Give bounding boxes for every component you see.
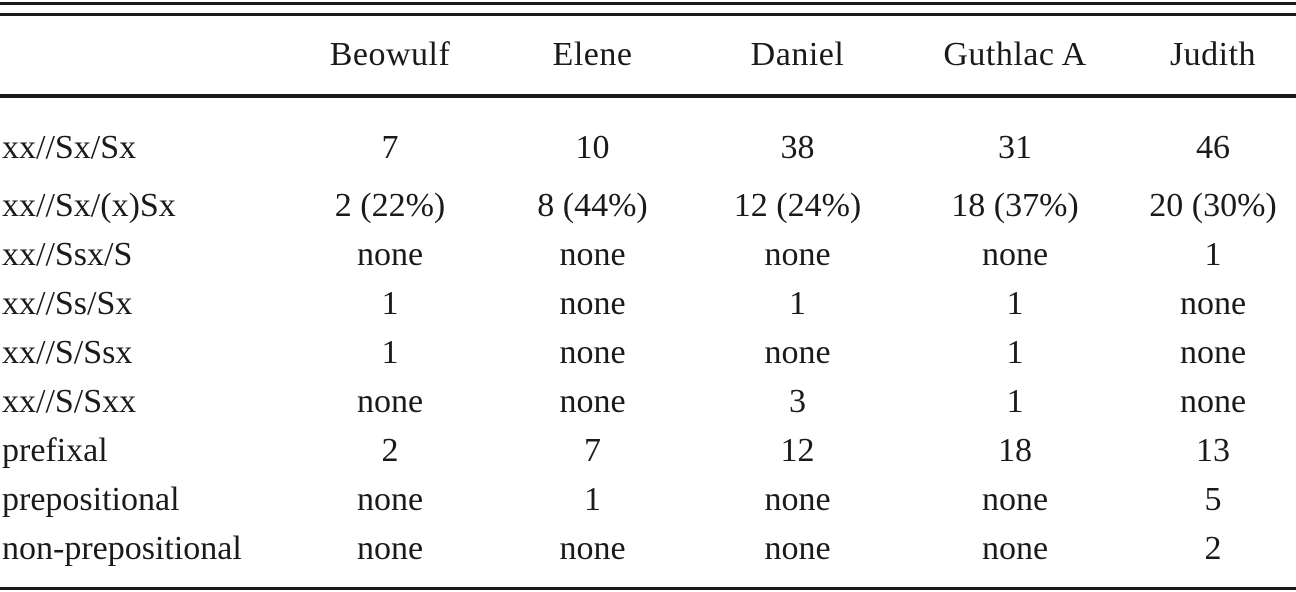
table-cell: none xyxy=(1179,382,1247,420)
top-double-rule xyxy=(0,2,1296,16)
table-header: Beowulf Elene Daniel Guthlac A Judith xyxy=(0,16,1296,98)
table-row: xx//Ss/Sx 1 none 1 1 none xyxy=(0,279,1296,328)
bottom-double-rule xyxy=(0,587,1296,592)
column-header-elene: Elene xyxy=(490,16,695,98)
column-header-judith: Judith xyxy=(1130,16,1296,98)
table-cell: none xyxy=(981,529,1049,567)
table-cell: none xyxy=(356,382,424,420)
table-cell: 31 xyxy=(998,129,1032,166)
row-label: xx//Sx/(x)Sx xyxy=(2,186,176,224)
table-cell: none xyxy=(981,480,1049,518)
table-cell: 12 (24%) xyxy=(733,186,862,224)
table-row: xx//Ssx/S none none none none 1 xyxy=(0,230,1296,279)
table-cell: 18 xyxy=(998,431,1032,469)
row-label: prefixal xyxy=(2,431,108,469)
table-cell: none xyxy=(764,529,831,567)
table-cell: none xyxy=(1179,333,1247,371)
header-row: Beowulf Elene Daniel Guthlac A Judith xyxy=(0,16,1296,98)
table-cell: 38 xyxy=(780,129,815,166)
table-cell: 7 xyxy=(584,431,601,469)
column-header-beowulf: Beowulf xyxy=(290,16,490,98)
row-label: xx//Ssx/S xyxy=(2,235,133,273)
verse-pattern-table: Beowulf Elene Daniel Guthlac A Judith xx… xyxy=(0,16,1296,573)
table-cell: none xyxy=(1179,284,1247,322)
table-cell: 1 xyxy=(584,480,601,518)
table-cell: 5 xyxy=(1204,480,1222,518)
table-cell: 1 xyxy=(1006,382,1024,420)
table-cell: none xyxy=(559,529,626,567)
table-cell: none xyxy=(764,235,831,273)
table-cell: none xyxy=(981,235,1049,273)
table-cell: 20 (30%) xyxy=(1149,186,1277,224)
table-cell: none xyxy=(559,333,626,371)
row-label: prepositional xyxy=(2,480,180,518)
table-cell: 2 (22%) xyxy=(334,186,446,224)
table-cell: 2 xyxy=(381,431,399,469)
table-cell: 18 (37%) xyxy=(951,186,1079,224)
table-cell: 10 xyxy=(575,129,610,166)
table-row: non-prepositional none none none none 2 xyxy=(0,524,1296,573)
table-cell: 46 xyxy=(1196,129,1230,166)
table-cell: none xyxy=(764,333,831,371)
table-cell: 2 xyxy=(1204,529,1222,567)
table-row: xx//Sx/Sx 7 10 38 31 46 xyxy=(0,96,1296,181)
table-cell: 1 xyxy=(381,284,399,322)
table-cell: none xyxy=(559,284,626,322)
table-cell: none xyxy=(356,529,424,567)
table-cell: 8 (44%) xyxy=(537,186,648,224)
table-cell: none xyxy=(559,382,626,420)
corner-cell xyxy=(0,16,290,98)
table-cell: none xyxy=(356,235,424,273)
table-cell: none xyxy=(559,235,626,273)
table-cell: 1 xyxy=(789,284,806,322)
table-cell: none xyxy=(356,480,424,518)
row-label: xx//S/Sxx xyxy=(2,382,137,420)
table-row: prepositional none 1 none none 5 xyxy=(0,475,1296,524)
table-row: xx//S/Sxx none none 3 1 none xyxy=(0,377,1296,426)
table-cell: 7 xyxy=(381,129,399,166)
table-cell: 1 xyxy=(1204,235,1222,273)
row-label: non-prepositional xyxy=(2,529,242,567)
table-cell: 1 xyxy=(1006,284,1024,322)
table-cell: 13 xyxy=(1196,431,1230,469)
table-row: xx//Sx/(x)Sx 2 (22%) 8 (44%) 12 (24%) 18… xyxy=(0,181,1296,230)
table-cell: 1 xyxy=(381,333,399,371)
table-body: xx//Sx/Sx 7 10 38 31 46 xx//Sx/(x)Sx 2 (… xyxy=(0,96,1296,573)
table-cell: 1 xyxy=(1006,333,1024,371)
row-label: xx//Sx/Sx xyxy=(2,129,137,166)
table-cell: none xyxy=(764,480,831,518)
table-row: prefixal 2 7 12 18 13 xyxy=(0,426,1296,475)
row-label: xx//S/Ssx xyxy=(2,333,133,371)
column-header-guthlac-a: Guthlac A xyxy=(900,16,1130,98)
row-label: xx//Ss/Sx xyxy=(2,284,133,322)
column-header-daniel: Daniel xyxy=(695,16,900,98)
table-row: xx//S/Ssx 1 none none 1 none xyxy=(0,328,1296,377)
table-cell: 12 xyxy=(780,431,815,469)
table-cell: 3 xyxy=(789,382,806,420)
